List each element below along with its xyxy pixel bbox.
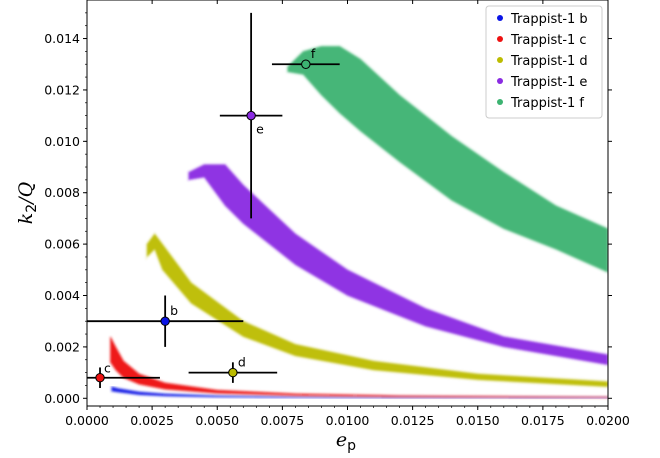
legend-label-f: Trappist-1 f	[510, 96, 584, 111]
legend-marker-b	[497, 15, 503, 21]
x-tick-label: 0.0075	[261, 413, 305, 428]
y-axis: 0.000 0.002 0.004 0.006 0.008 0.010 0.012 0.014	[44, 12, 612, 406]
x-tick-label: 0.0025	[130, 413, 174, 428]
legend-marker-d	[497, 57, 503, 63]
legend-label-e: Trappist-1 e	[510, 75, 587, 90]
legend-label-c: Trappist-1 c	[510, 33, 587, 48]
data-point-f	[301, 59, 311, 69]
legend-marker-c	[497, 36, 503, 42]
x-axis-label: ep	[336, 429, 356, 454]
point-label-c: c	[104, 361, 111, 376]
legend-box	[485, 5, 603, 119]
legend-marker-e	[497, 78, 503, 84]
y-tick-label: 0.004	[44, 288, 80, 303]
model-band-d	[145, 231, 608, 389]
point-labels: b c d e f	[104, 46, 316, 375]
y-tick-label: 0.002	[44, 339, 80, 354]
data-point-b	[160, 316, 170, 326]
x-tick-label: 0.0100	[326, 413, 370, 428]
x-tick-label: 0.0125	[391, 413, 435, 428]
point-label-d: d	[238, 355, 246, 370]
model-band-f	[286, 44, 608, 275]
y-tick-label: 0.014	[44, 31, 80, 46]
legend-marker-f	[497, 99, 503, 105]
legend-label-b: Trappist-1 b	[510, 12, 588, 27]
x-tick-label: 0.0000	[65, 413, 109, 428]
y-tick-label: 0.008	[44, 185, 80, 200]
x-axis: 0.0000 0.0025 0.0050 0.0075 0.0100 0.0125 0.01…	[65, 0, 630, 428]
data-point-e	[246, 110, 256, 121]
y-tick-label: 0.010	[44, 134, 80, 149]
legend-label-d: Trappist-1 d	[510, 54, 588, 69]
y-axis-label: k2/Q	[15, 182, 40, 224]
observations	[87, 12, 340, 389]
x-tick-label: 0.0175	[521, 413, 565, 428]
data-point-d	[228, 367, 238, 378]
y-tick-label: 0.012	[44, 82, 80, 97]
y-tick-label: 0.000	[44, 391, 80, 406]
y-tick-label: 0.006	[44, 237, 80, 252]
x-tick-label: 0.0200	[586, 413, 630, 428]
model-band-b	[110, 384, 608, 400]
data-point-c	[95, 373, 105, 383]
point-label-e: e	[256, 122, 264, 137]
legend: Trappist-1 b Trappist-1 c Trappist-1 d Trap…	[485, 5, 603, 119]
x-tick-label: 0.0150	[456, 413, 500, 428]
x-tick-label: 0.0050	[195, 413, 239, 428]
model-band-e	[187, 163, 608, 367]
point-label-b: b	[170, 303, 178, 318]
point-label-f: f	[311, 46, 316, 61]
